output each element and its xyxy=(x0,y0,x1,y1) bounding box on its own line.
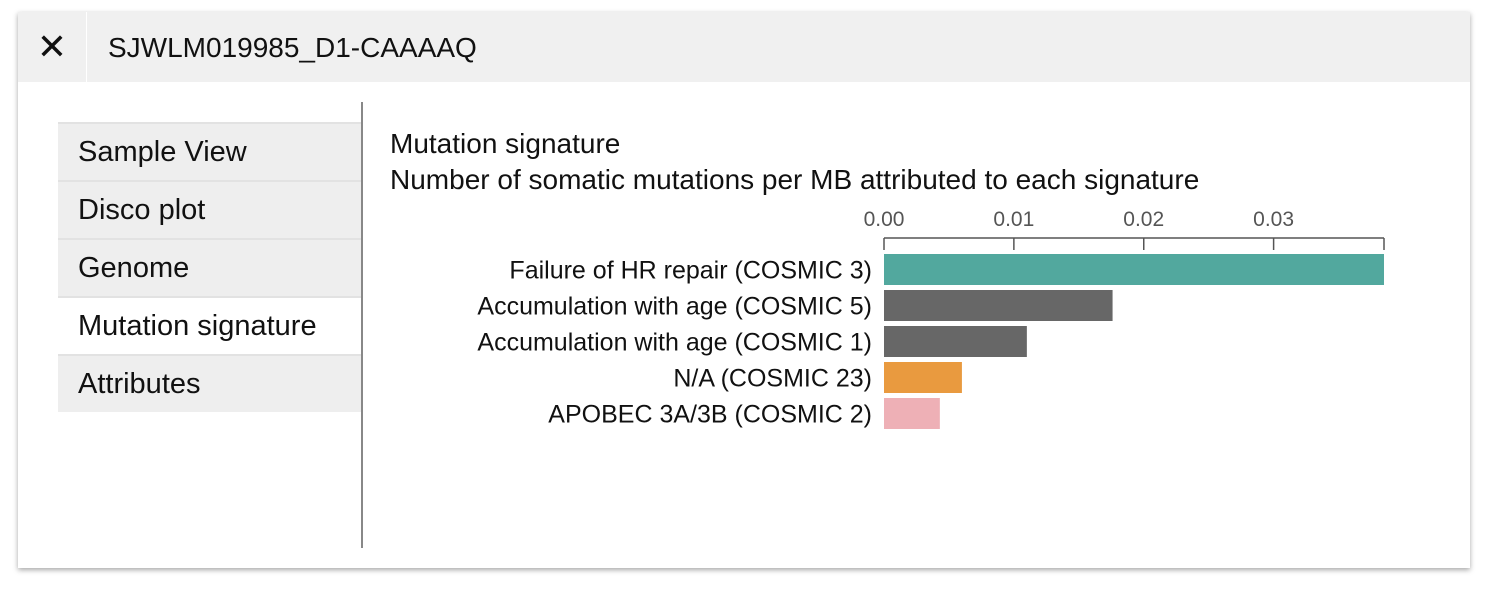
signature-label: Failure of HR repair (COSMIC 3) xyxy=(509,257,872,285)
nav-item-disco-plot[interactable]: Disco plot xyxy=(58,180,361,238)
mutation-signature-chart: 0.00 0.01 0.02 0.03 Failure of HR repair (CO… xyxy=(477,208,1385,429)
nav-item-sample-view[interactable]: Sample View xyxy=(58,122,361,180)
signature-label: Accumulation with age (COSMIC 1) xyxy=(477,329,872,357)
panel-header: ✕ SJWLM019985_D1-CAAAAQ xyxy=(18,12,1470,82)
close-icon[interactable]: ✕ xyxy=(36,26,68,67)
signature-bar[interactable] xyxy=(884,326,1027,357)
signature-bar[interactable] xyxy=(884,254,1384,285)
signature-label: N/A (COSMIC 23) xyxy=(673,365,872,393)
signature-bar[interactable] xyxy=(884,362,962,393)
sample-panel: ✕ SJWLM019985_D1-CAAAAQ Sample View Disc… xyxy=(18,12,1470,568)
nav-item-mutation-signature[interactable]: Mutation signature xyxy=(58,296,361,354)
x-tick-label: 0.03 xyxy=(1253,208,1294,231)
x-tick-label: 0.01 xyxy=(993,208,1034,231)
signature-bar[interactable] xyxy=(884,398,940,429)
chart-subtitle: Number of somatic mutations per MB attri… xyxy=(390,164,1200,195)
nav-item-attributes[interactable]: Attributes xyxy=(58,354,361,412)
signature-label: Accumulation with age (COSMIC 5) xyxy=(477,293,872,321)
chart-title: Mutation signature xyxy=(390,128,621,159)
signature-bar[interactable] xyxy=(884,290,1113,321)
view-nav: Sample View Disco plot Genome Mutation s… xyxy=(58,122,361,412)
x-tick-label: 0.02 xyxy=(1123,208,1164,231)
signature-label: APOBEC 3A/3B (COSMIC 2) xyxy=(548,401,872,429)
sample-title: SJWLM019985_D1-CAAAAQ xyxy=(108,32,477,63)
x-tick-label: 0.00 xyxy=(864,208,905,231)
nav-divider xyxy=(361,102,363,548)
nav-item-genome[interactable]: Genome xyxy=(58,238,361,296)
close-button[interactable]: ✕ xyxy=(18,12,87,82)
